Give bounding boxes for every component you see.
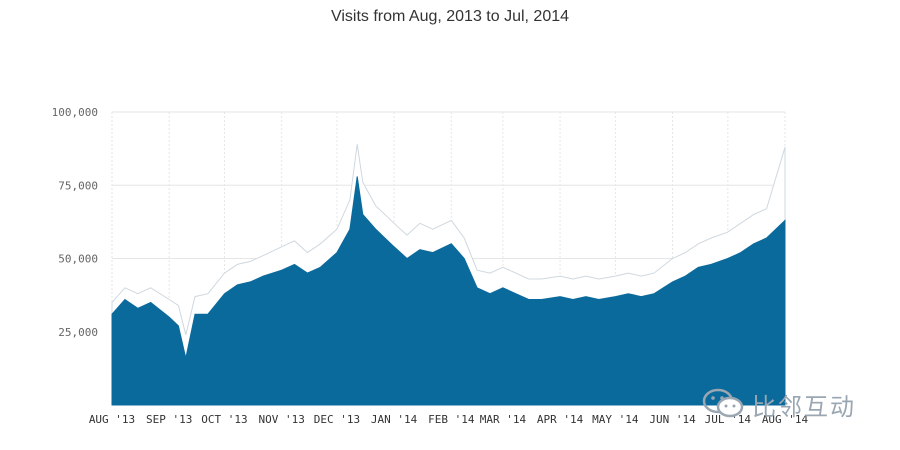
watermark: 比邻互动 xyxy=(700,385,880,421)
x-tick-label: AUG '13 xyxy=(89,413,135,426)
y-tick-label: 75,000 xyxy=(58,179,98,192)
chart-title: Visits from Aug, 2013 to Jul, 2014 xyxy=(330,8,570,25)
x-tick-label: MAR '14 xyxy=(480,413,527,426)
x-axis: AUG '13 SEP '13 OCT '13 NOV '13 DEC '13 JAN '… xyxy=(89,413,809,426)
x-tick-label: NOV '13 xyxy=(258,413,304,426)
x-tick-label: DEC '13 xyxy=(314,413,360,426)
wechat-icon xyxy=(702,388,744,418)
x-tick-label: JUN '14 xyxy=(649,413,696,426)
x-tick-label: APR '14 xyxy=(537,413,584,426)
y-axis: 100,000 75,000 50,000 25,000 xyxy=(52,106,98,339)
y-tick-label: 50,000 xyxy=(58,253,98,266)
x-tick-label: AUG '14 xyxy=(762,413,809,426)
x-tick-label: MAY '14 xyxy=(592,413,639,426)
x-tick-label: OCT '13 xyxy=(201,413,247,426)
x-tick-label: JAN '14 xyxy=(371,413,418,426)
visits-area xyxy=(111,176,786,406)
watermark-text: 比邻互动 xyxy=(752,393,856,421)
y-tick-label: 100,000 xyxy=(52,106,98,119)
area-series xyxy=(111,144,786,406)
x-tick-label: SEP '13 xyxy=(146,413,192,426)
y-tick-label: 25,000 xyxy=(58,326,98,339)
x-tick-label: FEB '14 xyxy=(428,413,475,426)
x-tick-label: JUL '14 xyxy=(705,413,752,426)
